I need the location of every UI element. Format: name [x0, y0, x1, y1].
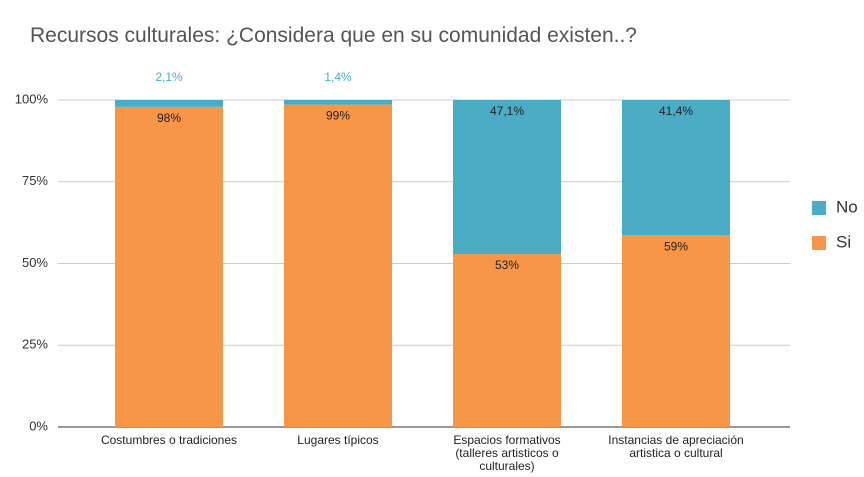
x-tick-label: Instancias de apreciación artistica o cul… — [608, 433, 743, 460]
bar-segment — [115, 106, 223, 427]
data-label: 53% — [495, 258, 519, 272]
bar-segment — [115, 100, 223, 107]
data-label: 41,4% — [659, 104, 693, 118]
chart-title: Recursos culturales: ¿Considera que en s… — [30, 24, 637, 47]
data-label: 99% — [326, 109, 350, 123]
bar-segment — [284, 104, 392, 427]
bar-segment — [622, 235, 730, 427]
data-label: 47,1% — [490, 104, 524, 118]
legend-swatch — [812, 236, 826, 250]
data-label: 59% — [664, 240, 688, 254]
x-tick-label: Espacios formativos (talleres artisticos … — [453, 433, 560, 473]
data-label: 1,4% — [324, 70, 352, 84]
bar-segment — [622, 100, 730, 236]
y-tick-label: 100% — [15, 91, 49, 106]
y-tick-label: 50% — [22, 255, 48, 270]
legend-label: Si — [836, 232, 851, 251]
y-tick-label: 25% — [22, 337, 48, 352]
bar-segment — [453, 254, 561, 427]
x-tick-label: Costumbres o tradiciones — [101, 433, 237, 447]
x-tick-label: Lugares típicos — [297, 433, 378, 447]
bar-segment — [284, 100, 392, 105]
data-label: 98% — [157, 111, 181, 125]
legend-swatch — [812, 201, 826, 215]
y-tick-label: 0% — [29, 418, 48, 433]
bar-segment — [453, 100, 561, 255]
data-label: 2,1% — [155, 70, 183, 84]
y-tick-label: 75% — [22, 173, 48, 188]
legend-label: No — [836, 197, 858, 216]
